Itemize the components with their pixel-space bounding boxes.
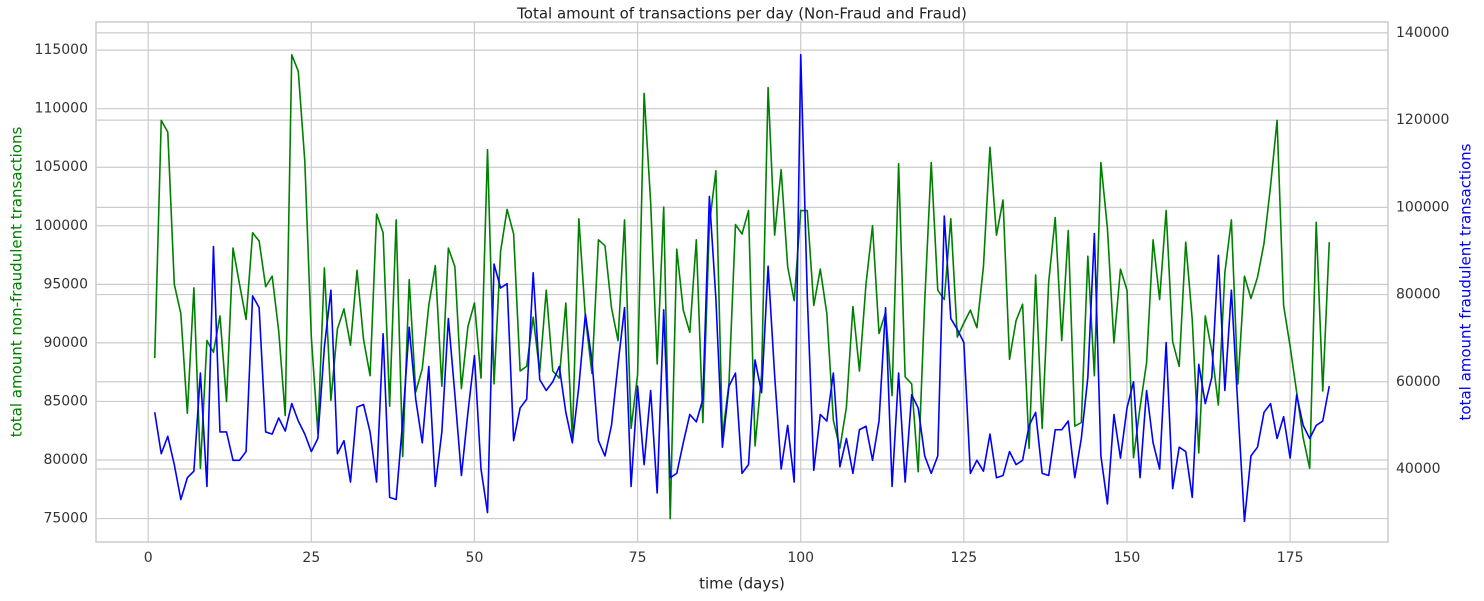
y-tick-label: 85000	[43, 393, 88, 409]
y2-tick-label: 140000	[1396, 25, 1449, 41]
y-tick-label: 105000	[35, 159, 88, 175]
x-tick-label: 125	[950, 550, 977, 566]
y2-tick-label: 80000	[1396, 287, 1441, 303]
y2-axis-label: total amount fraudulent transactions	[1457, 143, 1475, 420]
x-tick-label: 75	[629, 550, 647, 566]
y-tick-label: 110000	[35, 101, 88, 117]
y2-tick-label: 40000	[1396, 461, 1441, 477]
x-tick-label: 100	[787, 550, 814, 566]
x-tick-label: 50	[466, 550, 484, 566]
y-axis-label: total amount non-fraudulent transactions	[8, 127, 26, 438]
y-tick-label: 100000	[35, 218, 88, 234]
x-axis-label: time (days)	[699, 575, 785, 593]
y-tick-label: 90000	[43, 335, 88, 351]
x-tick-label: 0	[144, 550, 153, 566]
y2-tick-label: 100000	[1396, 199, 1449, 215]
x-tick-label: 150	[1114, 550, 1141, 566]
y-tick-label: 80000	[43, 452, 88, 468]
x-tick-label: 175	[1277, 550, 1304, 566]
y-tick-label: 95000	[43, 276, 88, 292]
plot-frame	[95, 21, 1389, 543]
chart-title: Total amount of transactions per day (No…	[516, 5, 967, 23]
y-tick-label: 75000	[43, 511, 88, 527]
y2-tick-label: 60000	[1396, 374, 1441, 390]
series-line	[153, 53, 1331, 520]
y-tick-label: 115000	[35, 42, 88, 58]
y2-tick-label: 120000	[1396, 112, 1449, 128]
x-tick-label: 25	[302, 550, 320, 566]
series-line	[153, 53, 1331, 523]
